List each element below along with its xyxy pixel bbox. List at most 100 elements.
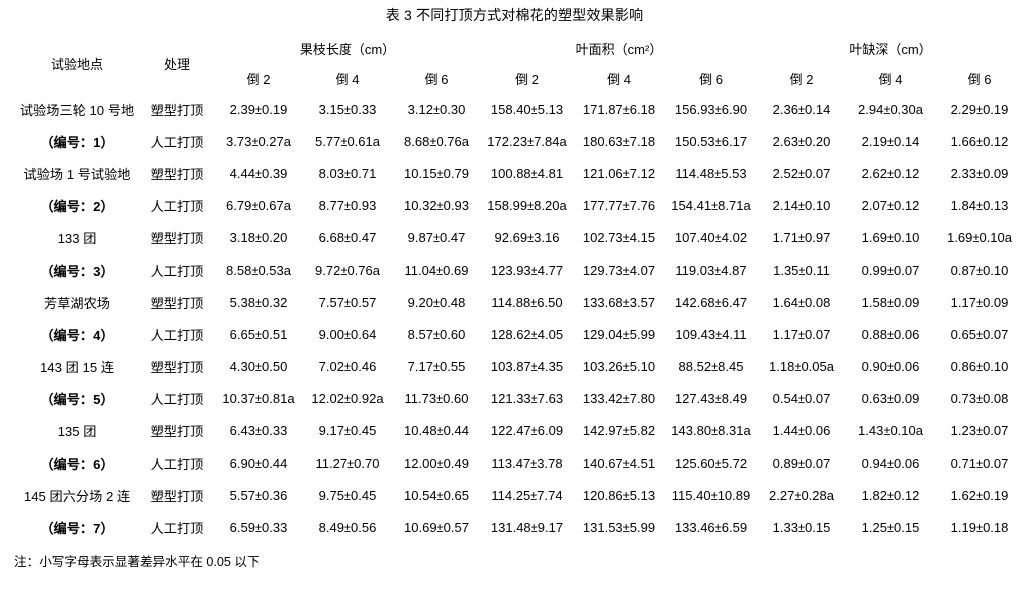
- cell-site: 133 团: [57, 231, 97, 247]
- page-title: 表 3 不同打顶方式对棉花的塑型效果影响: [385, 7, 644, 23]
- cell-value: 0.86±0.10: [950, 359, 1009, 375]
- cell-value: 177.77±7.76: [582, 198, 656, 214]
- cell-treatment: 人工打顶: [150, 521, 204, 537]
- cell-site: （编号：1）: [40, 134, 114, 150]
- cell-value: 1.35±0.11: [773, 262, 830, 278]
- cell-value: 121.06±7.12: [582, 165, 656, 181]
- table-row: 133 团 塑型打顶 3.18±0.20 6.68±0.47 9.87±0.47 92.6…: [14, 222, 1024, 254]
- cell-value: 150.53±6.17: [674, 133, 748, 149]
- cell-treatment: 人工打顶: [150, 199, 204, 215]
- subheader-branch-length-4: 倒 4: [335, 71, 360, 87]
- cell-value: 129.04±5.99: [582, 326, 656, 342]
- cell-value: 123.93±4.77: [490, 262, 564, 278]
- cell-value: 3.18±0.20: [229, 230, 288, 246]
- cell-value: 115.40±10.89: [671, 487, 751, 503]
- cell-value: 12.00±0.49: [404, 455, 469, 471]
- cell-site: （编号：2）: [40, 199, 114, 215]
- cell-value: 11.27±0.70: [315, 455, 380, 471]
- cell-value: 9.72±0.76a: [315, 262, 380, 278]
- cell-site: （编号：3）: [40, 263, 114, 279]
- cell-value: 113.47±3.78: [491, 455, 563, 471]
- cell-value: 158.40±5.13: [490, 101, 564, 117]
- cell-value: 0.54±0.07: [772, 391, 831, 407]
- header-group-leaf-notch-depth: 叶缺深（cm）: [849, 41, 932, 57]
- header-sub-row: 倒 2 倒 4 倒 6 倒 2 倒 4 倒 6 倒 2 倒 4 倒 6: [14, 63, 1024, 93]
- subheader-notch-depth-6: 倒 6: [967, 71, 992, 87]
- cell-value: 3.73±0.27a: [226, 133, 291, 149]
- cell-value: 9.00±0.64: [318, 326, 377, 342]
- cell-value: 1.19±0.18: [950, 520, 1009, 536]
- cell-value: 1.17±0.09: [950, 294, 1009, 310]
- cell-value: 4.44±0.39: [229, 165, 288, 181]
- cell-value: 103.87±4.35: [490, 359, 564, 375]
- cell-value: 2.36±0.14: [772, 101, 831, 117]
- subheader-leaf-area-6: 倒 6: [699, 71, 723, 87]
- cell-site: （编号：7）: [40, 521, 114, 537]
- subheader-branch-length-6: 倒 6: [424, 71, 449, 87]
- cell-site: 135 团: [57, 424, 97, 440]
- cell-value: 4.30±0.50: [229, 359, 288, 375]
- cell-value: 9.20±0.48: [407, 294, 466, 310]
- table-row: 143 团 15 连 塑型打顶 4.30±0.50 7.02±0.46 7.17±0.5…: [14, 351, 1024, 383]
- cell-value: 142.68±6.47: [674, 294, 748, 310]
- cell-value: 102.73±4.15: [582, 230, 656, 246]
- cell-value: 120.86±5.13: [582, 487, 656, 503]
- subheader-leaf-area-2: 倒 2: [515, 71, 539, 87]
- cell-value: 1.23±0.07: [950, 423, 1009, 439]
- cell-treatment: 人工打顶: [150, 456, 204, 472]
- cell-value: 3.15±0.33: [318, 101, 377, 117]
- cell-value: 5.77±0.61a: [315, 133, 380, 149]
- cell-value: 8.58±0.53a: [226, 262, 291, 278]
- table-body: 试验场三轮 10 号地 塑型打顶 2.39±0.19 3.15±0.33 3.12±0.…: [14, 93, 1024, 544]
- cell-value: 1.71±0.97: [772, 230, 831, 246]
- cell-value: 6.43±0.33: [229, 423, 288, 439]
- cell-value: 2.07±0.12: [861, 198, 920, 214]
- cell-value: 156.93±6.90: [674, 101, 748, 117]
- table-row: （编号：4） 人工打顶 6.65±0.51 9.00±0.64 8.57±0.60 128…: [14, 318, 1024, 350]
- cell-treatment: 人工打顶: [150, 134, 204, 150]
- cell-value: 0.88±0.06: [861, 326, 920, 342]
- cell-value: 0.89±0.07: [772, 455, 831, 471]
- cell-value: 2.63±0.20: [772, 133, 831, 149]
- table-row: （编号：3） 人工打顶 8.58±0.53a 9.72±0.76a 11.04±0.69…: [14, 254, 1024, 286]
- cell-value: 2.14±0.10: [772, 198, 831, 214]
- table-row: 145 团六分场 2 连 塑型打顶 5.57±0.36 9.75±0.45 10.54±…: [14, 479, 1024, 511]
- cell-value: 129.73±4.07: [582, 262, 656, 278]
- cell-site: （编号：4）: [40, 327, 114, 343]
- cell-site: 试验场三轮 10 号地: [19, 102, 135, 118]
- cell-value: 6.68±0.47: [318, 230, 377, 246]
- cell-value: 125.60±5.72: [674, 455, 748, 471]
- table-footnote: 注：小写字母表示显著差异水平在 0.05 以下: [14, 554, 260, 569]
- subheader-branch-length-2: 倒 2: [246, 71, 271, 87]
- cell-value: 10.37±0.81a: [222, 391, 295, 407]
- cell-value: 107.40±4.02: [674, 230, 748, 246]
- table-row: 135 团 塑型打顶 6.43±0.33 9.17±0.45 10.48±0.44 122…: [14, 415, 1024, 447]
- cell-value: 127.43±8.49: [674, 391, 748, 407]
- cell-treatment: 人工打顶: [150, 327, 204, 343]
- cell-treatment: 塑型打顶: [150, 424, 204, 440]
- cell-value: 2.27±0.28a: [769, 487, 834, 503]
- cell-site: 试验场 1 号试验地: [23, 166, 131, 182]
- cell-value: 140.67±4.51: [582, 455, 656, 471]
- cell-value: 133.46±6.59: [674, 520, 748, 536]
- cell-value: 1.64±0.08: [772, 294, 831, 310]
- cell-value: 103.26±5.10: [582, 359, 656, 375]
- cell-value: 1.58±0.09: [861, 294, 920, 310]
- cell-value: 2.52±0.07: [772, 165, 831, 181]
- cell-value: 5.38±0.32: [229, 294, 288, 310]
- cell-value: 1.84±0.13: [950, 198, 1009, 214]
- cell-value: 12.02±0.92a: [311, 391, 384, 407]
- cell-value: 131.48±9.17: [490, 520, 564, 536]
- table-row: （编号：2） 人工打顶 6.79±0.67a 8.77±0.93 10.32±0.93 1…: [14, 190, 1024, 222]
- cell-value: 2.39±0.19: [229, 101, 288, 117]
- cell-treatment: 塑型打顶: [150, 166, 204, 182]
- cell-value: 6.90±0.44: [229, 455, 288, 471]
- cell-value: 8.68±0.76a: [404, 133, 469, 149]
- cell-value: 1.69±0.10a: [947, 230, 1012, 246]
- cell-value: 0.73±0.08: [950, 391, 1009, 407]
- cell-value: 8.77±0.93: [318, 198, 377, 214]
- cell-value: 9.75±0.45: [318, 487, 377, 503]
- header-group-row: 试验地点 处理 果枝长度（cm） 叶面积（cm²） 叶缺深（cm）: [14, 33, 1024, 72]
- cell-value: 0.63±0.09: [861, 391, 920, 407]
- cell-value: 114.88±6.50: [491, 294, 563, 310]
